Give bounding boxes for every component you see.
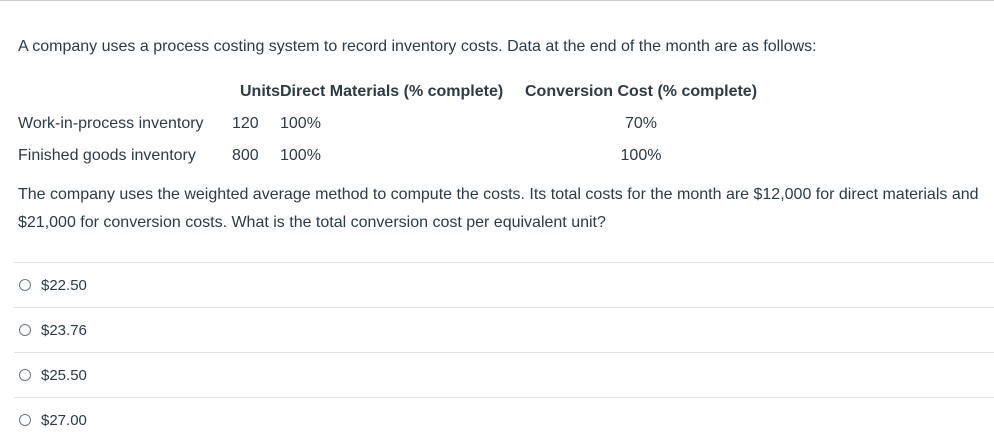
inventory-data-table: Units Direct Materials (% complete) Conv…	[18, 76, 761, 172]
radio-button[interactable]	[19, 324, 31, 336]
row-units: 120	[232, 115, 259, 132]
answer-option-3[interactable]: $25.50	[14, 352, 994, 397]
answer-label: $22.50	[41, 276, 87, 294]
header-units: Units	[240, 83, 280, 100]
row-units: 800	[232, 147, 259, 164]
radio-button[interactable]	[19, 279, 31, 291]
answer-option-1[interactable]: $22.50	[14, 262, 994, 307]
table-row: Finished goods inventory 800 100% 100%	[18, 140, 761, 172]
header-direct-materials: Direct Materials (% complete)	[280, 83, 504, 100]
answer-option-2[interactable]: $23.76	[14, 307, 994, 352]
header-label	[18, 76, 232, 108]
answer-label: $25.50	[41, 366, 87, 384]
row-direct-materials: 100%	[280, 147, 321, 164]
table-header-row: Units Direct Materials (% complete) Conv…	[18, 76, 761, 108]
header-conversion-cost: Conversion Cost (% complete)	[524, 83, 758, 100]
row-conversion-cost: 100%	[620, 147, 662, 164]
answer-option-4[interactable]: $27.00	[14, 397, 994, 442]
row-conversion-cost: 70%	[624, 115, 658, 132]
question-prompt: The company uses the weighted average me…	[18, 186, 979, 231]
row-label: Finished goods inventory	[18, 147, 196, 164]
question-intro: A company uses a process costing system …	[18, 38, 817, 55]
row-direct-materials: 100%	[280, 115, 321, 132]
answer-label: $27.00	[41, 411, 87, 429]
answer-list: $22.50 $23.76 $25.50 $27.00	[14, 262, 994, 442]
radio-button[interactable]	[19, 369, 31, 381]
row-label: Work-in-process inventory	[18, 115, 204, 132]
top-divider	[0, 0, 994, 1]
radio-button[interactable]	[19, 414, 31, 426]
table-row: Work-in-process inventory 120 100% 70%	[18, 108, 761, 140]
answer-label: $23.76	[41, 321, 87, 339]
